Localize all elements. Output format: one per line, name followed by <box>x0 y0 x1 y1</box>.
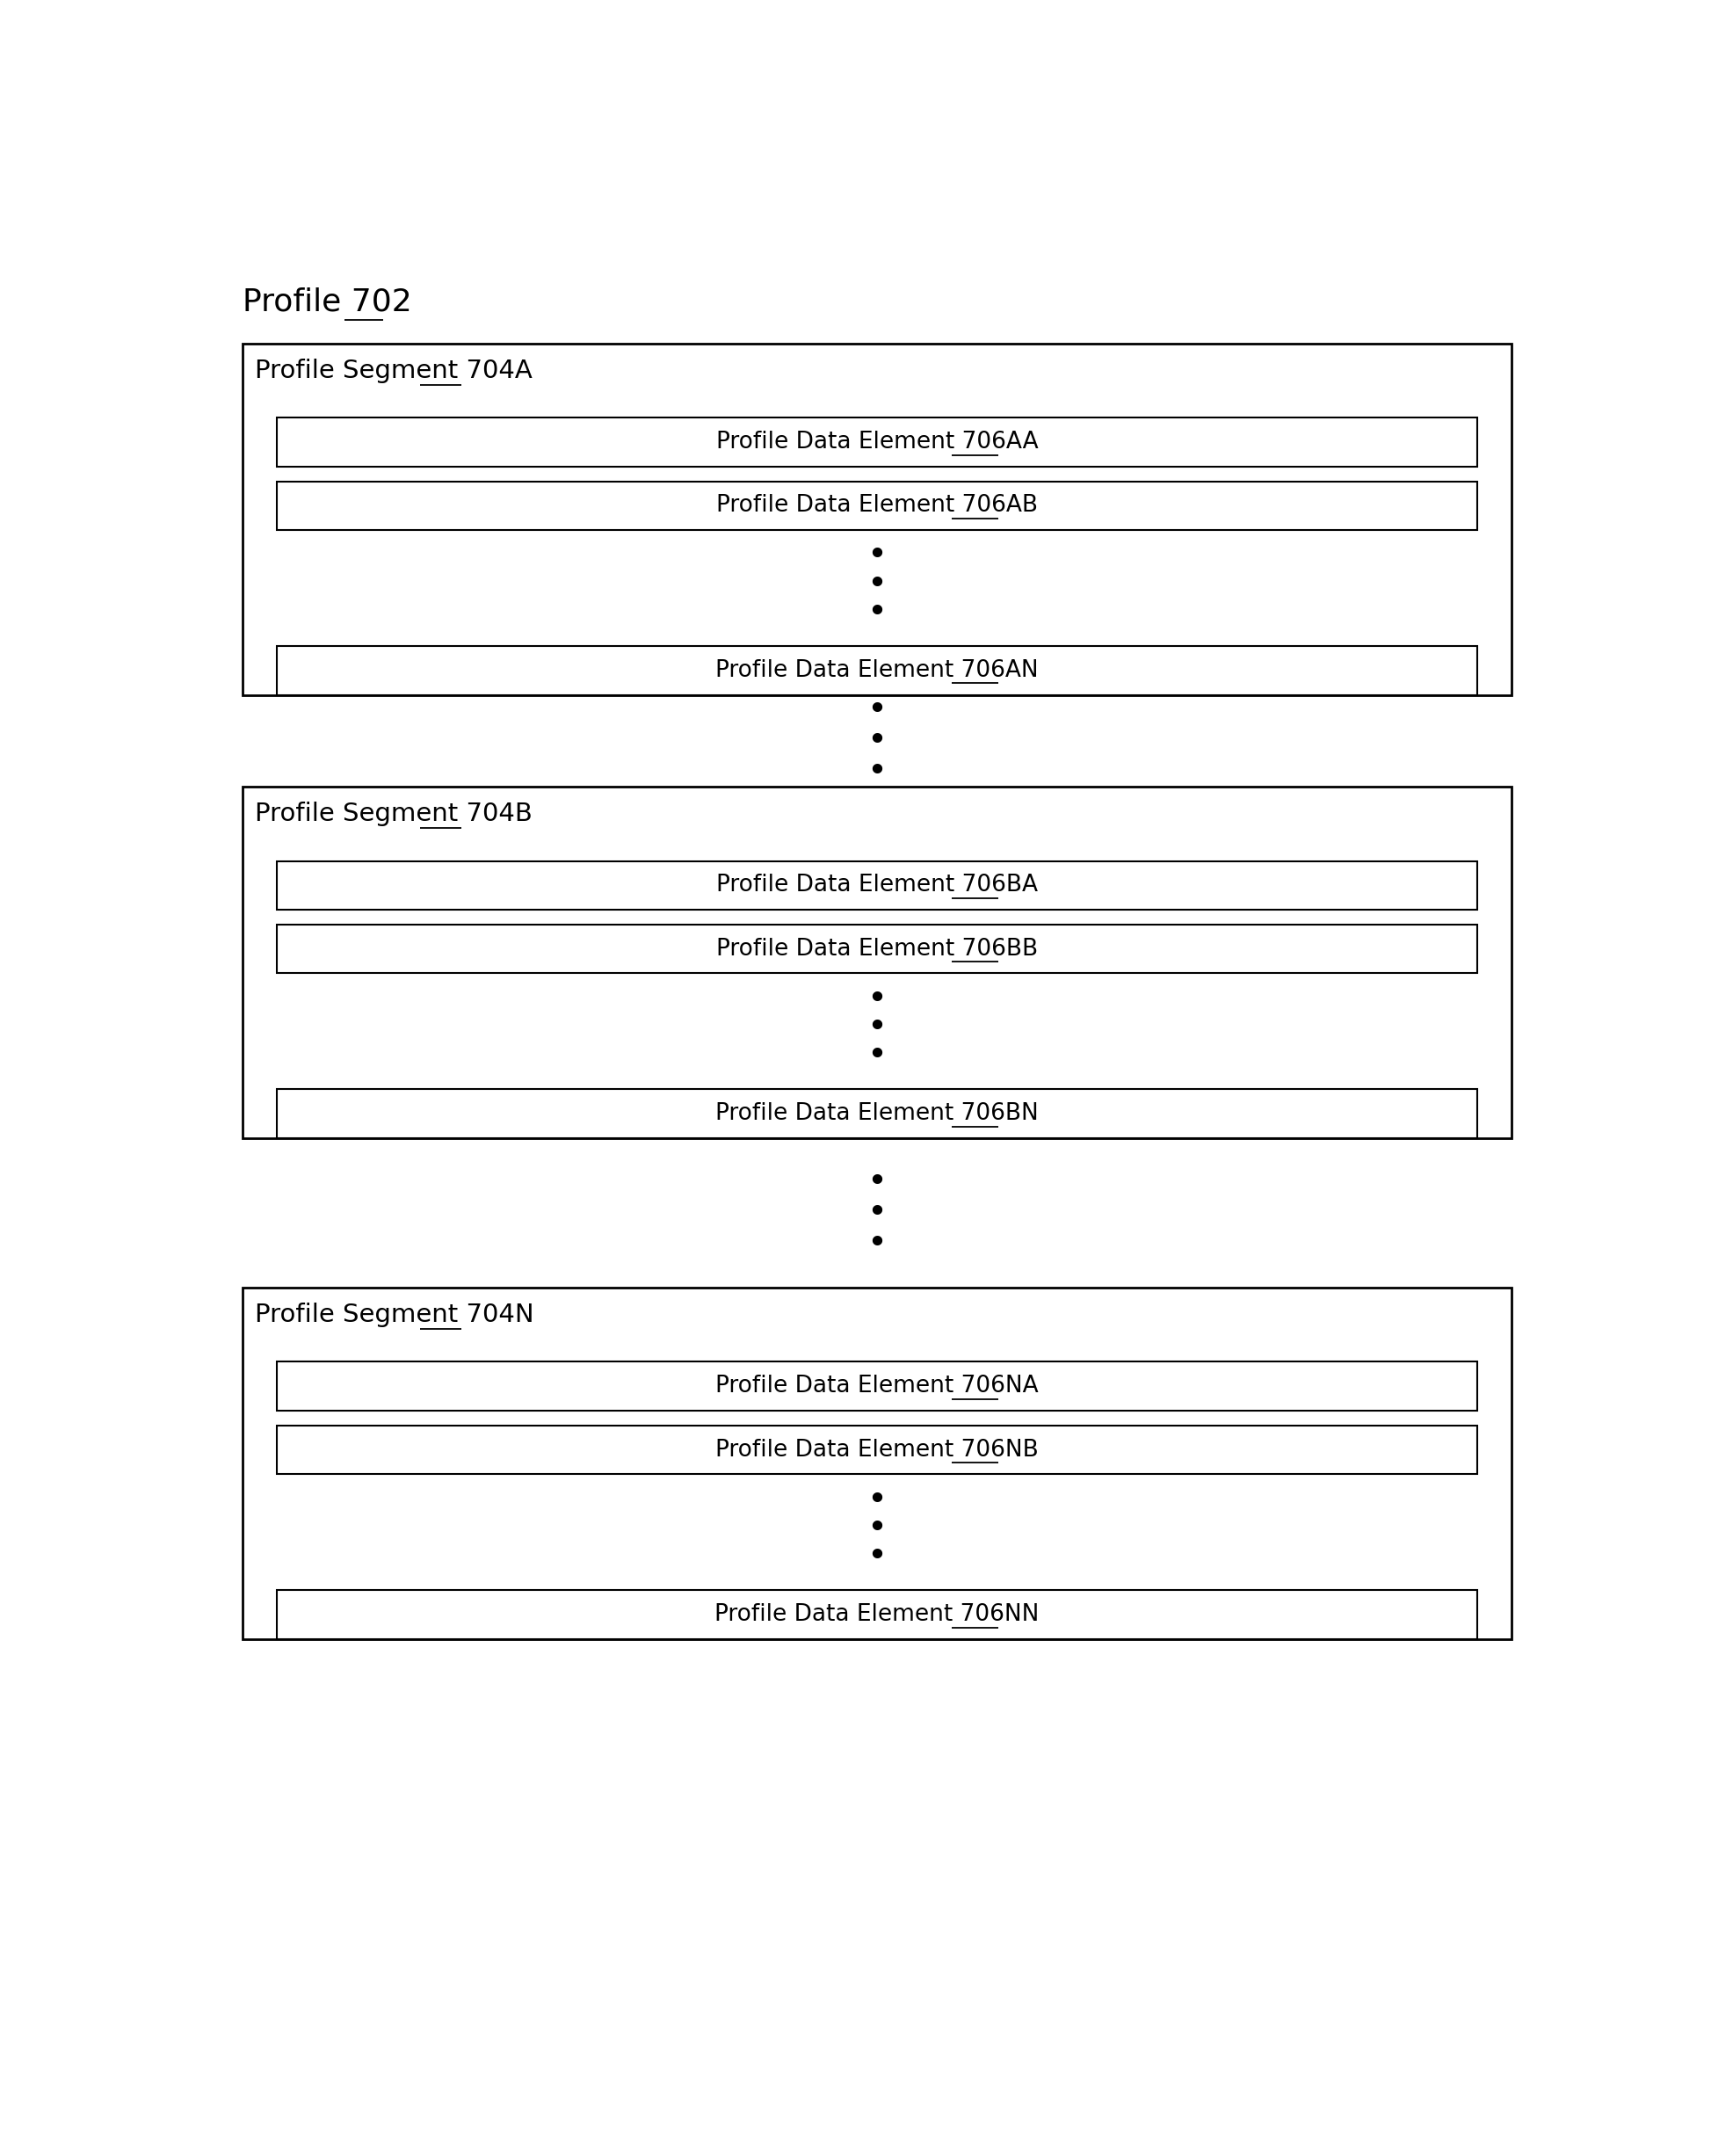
Text: Profile Data Element 706NA: Profile Data Element 706NA <box>715 1376 1039 1397</box>
Text: •: • <box>867 1539 886 1574</box>
Text: Profile Data Element 706AA: Profile Data Element 706AA <box>715 431 1039 453</box>
Text: Profile 702: Profile 702 <box>243 287 412 317</box>
Text: •: • <box>867 1511 886 1546</box>
FancyBboxPatch shape <box>277 647 1477 694</box>
Text: •: • <box>867 1039 886 1074</box>
Text: •: • <box>867 1197 886 1229</box>
Text: Profile Data Element 706NB: Profile Data Element 706NB <box>715 1438 1039 1462</box>
Text: •: • <box>867 1227 886 1259</box>
FancyBboxPatch shape <box>277 1591 1477 1639</box>
Text: •: • <box>867 724 886 757</box>
Text: •: • <box>867 539 886 573</box>
FancyBboxPatch shape <box>277 1089 1477 1138</box>
FancyBboxPatch shape <box>243 343 1511 694</box>
Text: •: • <box>867 694 886 727</box>
Text: •: • <box>867 755 886 789</box>
FancyBboxPatch shape <box>277 925 1477 972</box>
FancyBboxPatch shape <box>277 418 1477 466</box>
Text: •: • <box>867 567 886 602</box>
Text: Profile Segment 704A: Profile Segment 704A <box>255 358 532 384</box>
Text: Profile Data Element 706BN: Profile Data Element 706BN <box>715 1102 1039 1125</box>
Text: •: • <box>867 1483 886 1516</box>
Text: •: • <box>867 1011 886 1044</box>
Text: Profile Segment 704N: Profile Segment 704N <box>255 1302 534 1326</box>
Text: Profile Data Element 706BB: Profile Data Element 706BB <box>715 938 1039 959</box>
FancyBboxPatch shape <box>277 1425 1477 1475</box>
Text: Profile Data Element 706NN: Profile Data Element 706NN <box>715 1604 1039 1626</box>
FancyBboxPatch shape <box>243 1287 1511 1639</box>
Text: Profile Data Element 706AN: Profile Data Element 706AN <box>715 660 1039 681</box>
Text: Profile Segment 704B: Profile Segment 704B <box>255 802 532 826</box>
Text: Profile Data Element 706AB: Profile Data Element 706AB <box>717 494 1037 517</box>
FancyBboxPatch shape <box>277 860 1477 910</box>
FancyBboxPatch shape <box>277 1363 1477 1410</box>
FancyBboxPatch shape <box>277 481 1477 530</box>
Text: •: • <box>867 595 886 630</box>
FancyBboxPatch shape <box>243 787 1511 1138</box>
Text: •: • <box>867 1166 886 1199</box>
Text: •: • <box>867 983 886 1015</box>
Text: Profile Data Element 706BA: Profile Data Element 706BA <box>717 873 1037 897</box>
